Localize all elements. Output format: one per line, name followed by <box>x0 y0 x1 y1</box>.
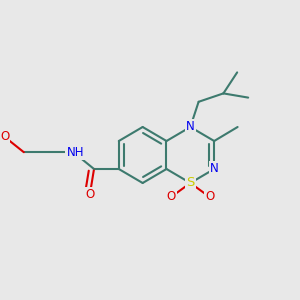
Text: NH: NH <box>67 146 84 159</box>
Text: S: S <box>186 176 194 190</box>
Text: N: N <box>186 121 195 134</box>
Text: O: O <box>0 130 9 143</box>
Text: N: N <box>210 163 219 176</box>
Text: O: O <box>167 190 176 203</box>
Text: O: O <box>205 190 214 203</box>
Text: O: O <box>85 188 94 201</box>
